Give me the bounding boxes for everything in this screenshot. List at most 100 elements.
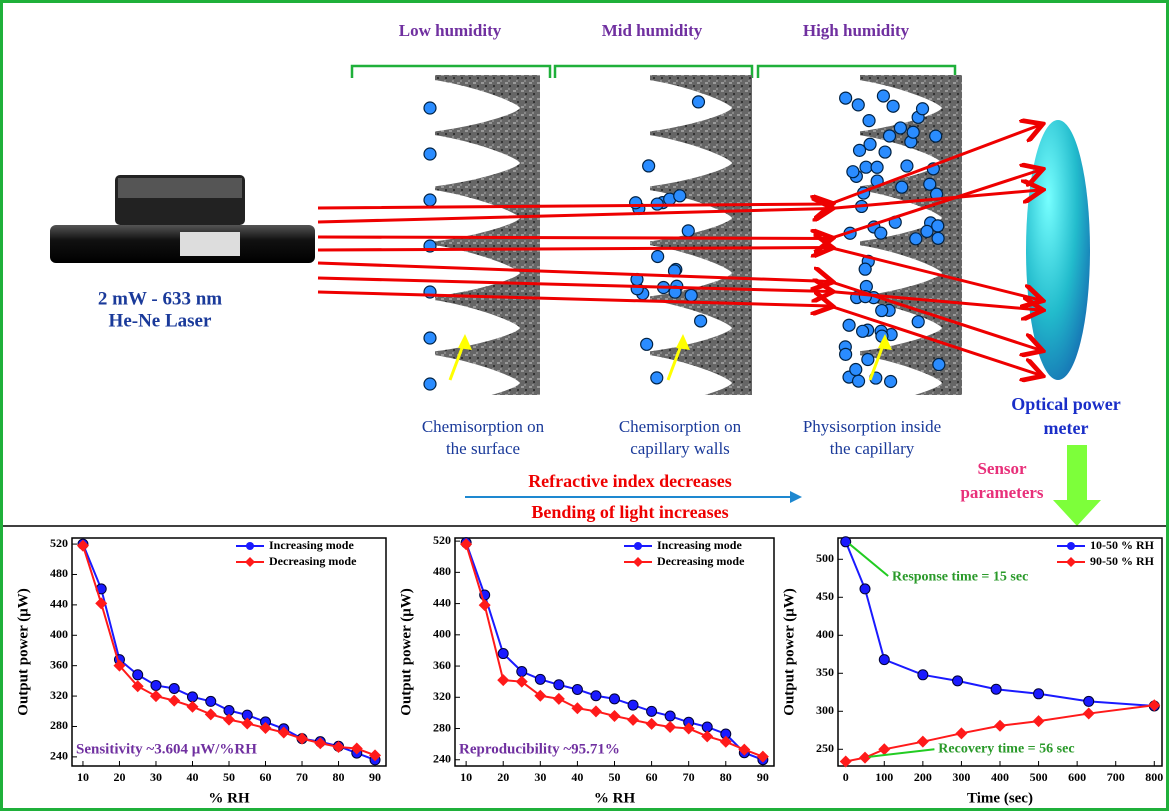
data-point [186, 701, 198, 713]
data-point [627, 714, 639, 726]
data-point [879, 655, 889, 665]
water-molecule [651, 372, 663, 384]
series-line [466, 543, 763, 760]
data-point [169, 683, 179, 693]
y-tick-label: 240 [433, 752, 451, 766]
water-molecule [424, 194, 436, 206]
y-tick-label: 250 [816, 741, 834, 755]
water-molecule [685, 289, 697, 301]
legend-label: 10-50 % RH [1090, 538, 1155, 552]
y-tick-label: 300 [816, 703, 834, 717]
laser-label: 2 mW - 633 nm [98, 288, 222, 309]
sensor-label: Sensor [977, 459, 1027, 478]
water-molecule [692, 96, 704, 108]
water-molecule [910, 233, 922, 245]
legend-marker [634, 542, 642, 550]
data-point [991, 684, 1001, 694]
x-tick-label: 400 [991, 770, 1009, 784]
x-tick-label: 60 [260, 770, 272, 784]
blue-arrow-head [790, 491, 802, 503]
data-point [590, 705, 602, 717]
data-point [497, 674, 509, 686]
data-point [187, 692, 197, 702]
annotation: Response time = 15 sec [892, 570, 1028, 585]
trend-label: Bending of light increases [531, 502, 728, 522]
legend-label: Decreasing mode [269, 554, 357, 568]
water-molecule [843, 319, 855, 331]
x-tick-label: 100 [875, 770, 893, 784]
y-tick-label: 320 [50, 688, 68, 702]
laser-label [180, 232, 240, 256]
data-point [572, 684, 582, 694]
y-tick-label: 280 [50, 718, 68, 732]
data-point [554, 680, 564, 690]
x-tick-label: 30 [150, 770, 162, 784]
x-tick-label: 30 [534, 770, 546, 784]
y-tick-label: 520 [50, 536, 68, 550]
y-tick-label: 480 [433, 564, 451, 578]
data-point [665, 711, 675, 721]
legend-label: Decreasing mode [657, 554, 745, 568]
water-molecule [875, 227, 887, 239]
data-point [498, 649, 508, 659]
laser-box-top [118, 178, 242, 198]
y-tick-label: 280 [433, 720, 451, 734]
water-molecule [862, 354, 874, 366]
caption: capillary walls [630, 439, 730, 458]
data-point [1034, 689, 1044, 699]
x-tick-label: 10 [77, 770, 89, 784]
y-tick-label: 500 [816, 551, 834, 565]
y-axis-label: Output power (μW) [781, 588, 797, 715]
caption: Chemisorption on [422, 417, 545, 436]
series-line [466, 544, 763, 756]
plot-frame [72, 538, 386, 766]
x-tick-label: 90 [757, 770, 769, 784]
sensor-label: parameters [960, 483, 1043, 502]
water-molecule [424, 102, 436, 114]
water-molecule [674, 190, 686, 202]
water-molecule [879, 146, 891, 158]
water-molecule [850, 364, 862, 376]
data-point [917, 736, 929, 748]
water-molecule [930, 130, 942, 142]
data-point [1083, 708, 1095, 720]
annotation: Sensitivity ~3.604 μW/%RH [76, 741, 257, 757]
meter-label: meter [1044, 418, 1089, 438]
water-molecule [682, 225, 694, 237]
data-point [133, 670, 143, 680]
data-point [918, 670, 928, 680]
annotation: Recovery time = 56 sec [938, 741, 1074, 756]
data-point [628, 700, 638, 710]
y-axis-label: Output power (μW) [398, 588, 414, 715]
x-tick-label: 80 [720, 770, 732, 784]
green-arrow [1053, 445, 1101, 526]
data-point [168, 695, 180, 707]
x-axis-label: Time (sec) [967, 790, 1033, 806]
water-molecule [695, 315, 707, 327]
data-point [664, 721, 676, 733]
data-point [1033, 715, 1045, 727]
data-point [535, 674, 545, 684]
x-tick-label: 700 [1107, 770, 1125, 784]
water-molecule [885, 375, 897, 387]
y-tick-label: 350 [816, 665, 834, 679]
stage-label: High humidity [803, 21, 910, 40]
y-tick-label: 520 [433, 533, 451, 547]
legend-marker [1067, 542, 1075, 550]
data-point [647, 706, 657, 716]
y-tick-label: 240 [50, 749, 68, 763]
x-tick-label: 60 [646, 770, 658, 784]
y-tick-label: 440 [433, 595, 451, 609]
water-molecule [860, 161, 872, 173]
water-molecule [921, 225, 933, 237]
meter-label: Optical power [1011, 394, 1121, 414]
water-molecule [876, 305, 888, 317]
stage-label: Mid humidity [602, 21, 703, 40]
data-point [953, 676, 963, 686]
legend-marker [1066, 557, 1076, 567]
water-molecule [887, 100, 899, 112]
data-point [571, 702, 583, 714]
trend-label: Refractive index decreases [528, 471, 732, 491]
water-molecule [424, 148, 436, 160]
data-point [296, 733, 308, 745]
